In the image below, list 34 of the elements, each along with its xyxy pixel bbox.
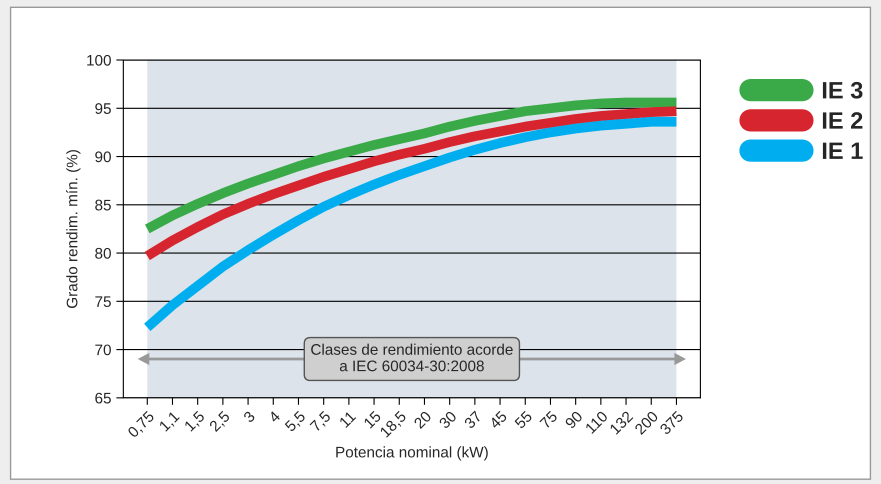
- x-tick-label: 1,1: [158, 410, 182, 434]
- x-tick-label: 45: [488, 410, 508, 430]
- y-tick-label: 80: [95, 248, 111, 259]
- y-axis-title: Grado rendim. mín. (%): [66, 150, 80, 308]
- x-tick-label: 15: [363, 410, 382, 429]
- y-tick-label: 65: [95, 392, 111, 404]
- x-tick-label: 11: [338, 410, 356, 428]
- x-tick-label: 90: [564, 410, 584, 430]
- x-tick-label: 200: [634, 410, 659, 436]
- legend-label: IE 1: [822, 142, 863, 159]
- x-tick-label: 20: [413, 410, 432, 430]
- x-tick-label: 30: [438, 410, 458, 430]
- y-tick-label: 100: [87, 54, 111, 66]
- x-tick-label: 4: [268, 410, 281, 424]
- legend-label: IE 2: [822, 112, 862, 129]
- x-tick-label: 7,5: [310, 410, 332, 434]
- x-tick-label: 132: [609, 410, 634, 435]
- x-tick-label: 37: [464, 410, 482, 430]
- y-tick-label: 90: [95, 151, 111, 162]
- x-tick-label: 55: [514, 410, 533, 430]
- x-tick-label: 2,5: [208, 410, 232, 434]
- annotation: Clases de rendimiento acorde a IEC 60034-30:2008: [311, 344, 513, 372]
- x-tick-label: 3: [242, 410, 256, 424]
- x-tick-label: 110: [584, 410, 608, 434]
- y-tick-label: 70: [95, 344, 111, 356]
- y-tick-label: 95: [95, 103, 111, 114]
- x-tick-label: 375: [659, 410, 684, 436]
- y-tick-label: 75: [95, 296, 111, 308]
- legend-label: IE 3: [822, 82, 862, 99]
- x-tick-label: 75: [539, 410, 558, 430]
- x-axis-title: Potencia nominal (kW): [336, 446, 488, 461]
- x-tick-label: 5,5: [284, 410, 308, 434]
- y-tick-label: 85: [95, 200, 111, 210]
- x-tick-label: 1,5: [184, 410, 206, 434]
